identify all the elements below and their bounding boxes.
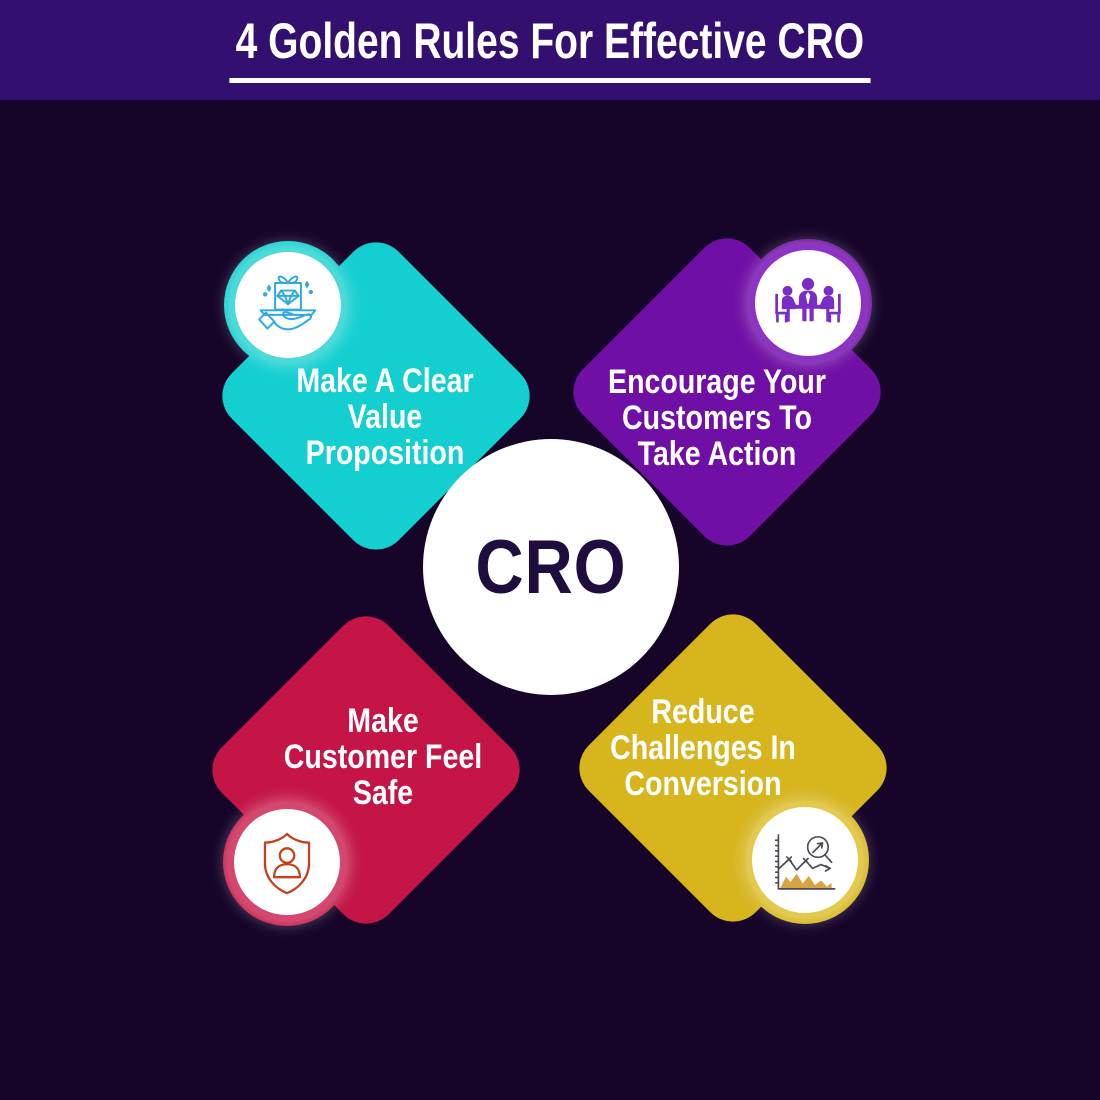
- label-line: Proposition: [305, 434, 465, 472]
- label-line: Challenges In: [610, 729, 796, 767]
- center-cro-circle: CRO: [423, 439, 679, 695]
- label-line: Encourage Your: [608, 363, 826, 401]
- customers-meeting-icon: [755, 250, 861, 356]
- gift-on-hand-icon: [235, 252, 341, 358]
- label-line: Reduce: [651, 693, 755, 731]
- card-label-value-proposition: Make A Clear Value Proposition: [234, 363, 536, 471]
- cro-label: CRO: [475, 524, 627, 610]
- header-banner: 4 Golden Rules For Effective CRO: [0, 0, 1100, 100]
- label-line: Make A Clear: [296, 362, 474, 400]
- label-line: Make: [347, 702, 419, 740]
- page-title: 4 Golden Rules For Effective CRO: [229, 12, 871, 83]
- label-line: Take Action: [637, 435, 797, 473]
- label-line: Customer Feel: [283, 738, 483, 776]
- card-label-customer-safe: Make Customer Feel Safe: [232, 703, 534, 811]
- card-label-reduce-challenges: Reduce Challenges In Conversion: [552, 694, 854, 802]
- card-label-encourage-action: Encourage Your Customers To Take Action: [566, 364, 868, 472]
- shield-user-icon: [234, 809, 340, 915]
- label-line: Conversion: [624, 765, 782, 803]
- conversion-chart-icon: [752, 807, 858, 913]
- label-line: Customers To: [622, 399, 812, 437]
- label-line: Value: [347, 398, 423, 436]
- label-line: Safe: [352, 774, 414, 812]
